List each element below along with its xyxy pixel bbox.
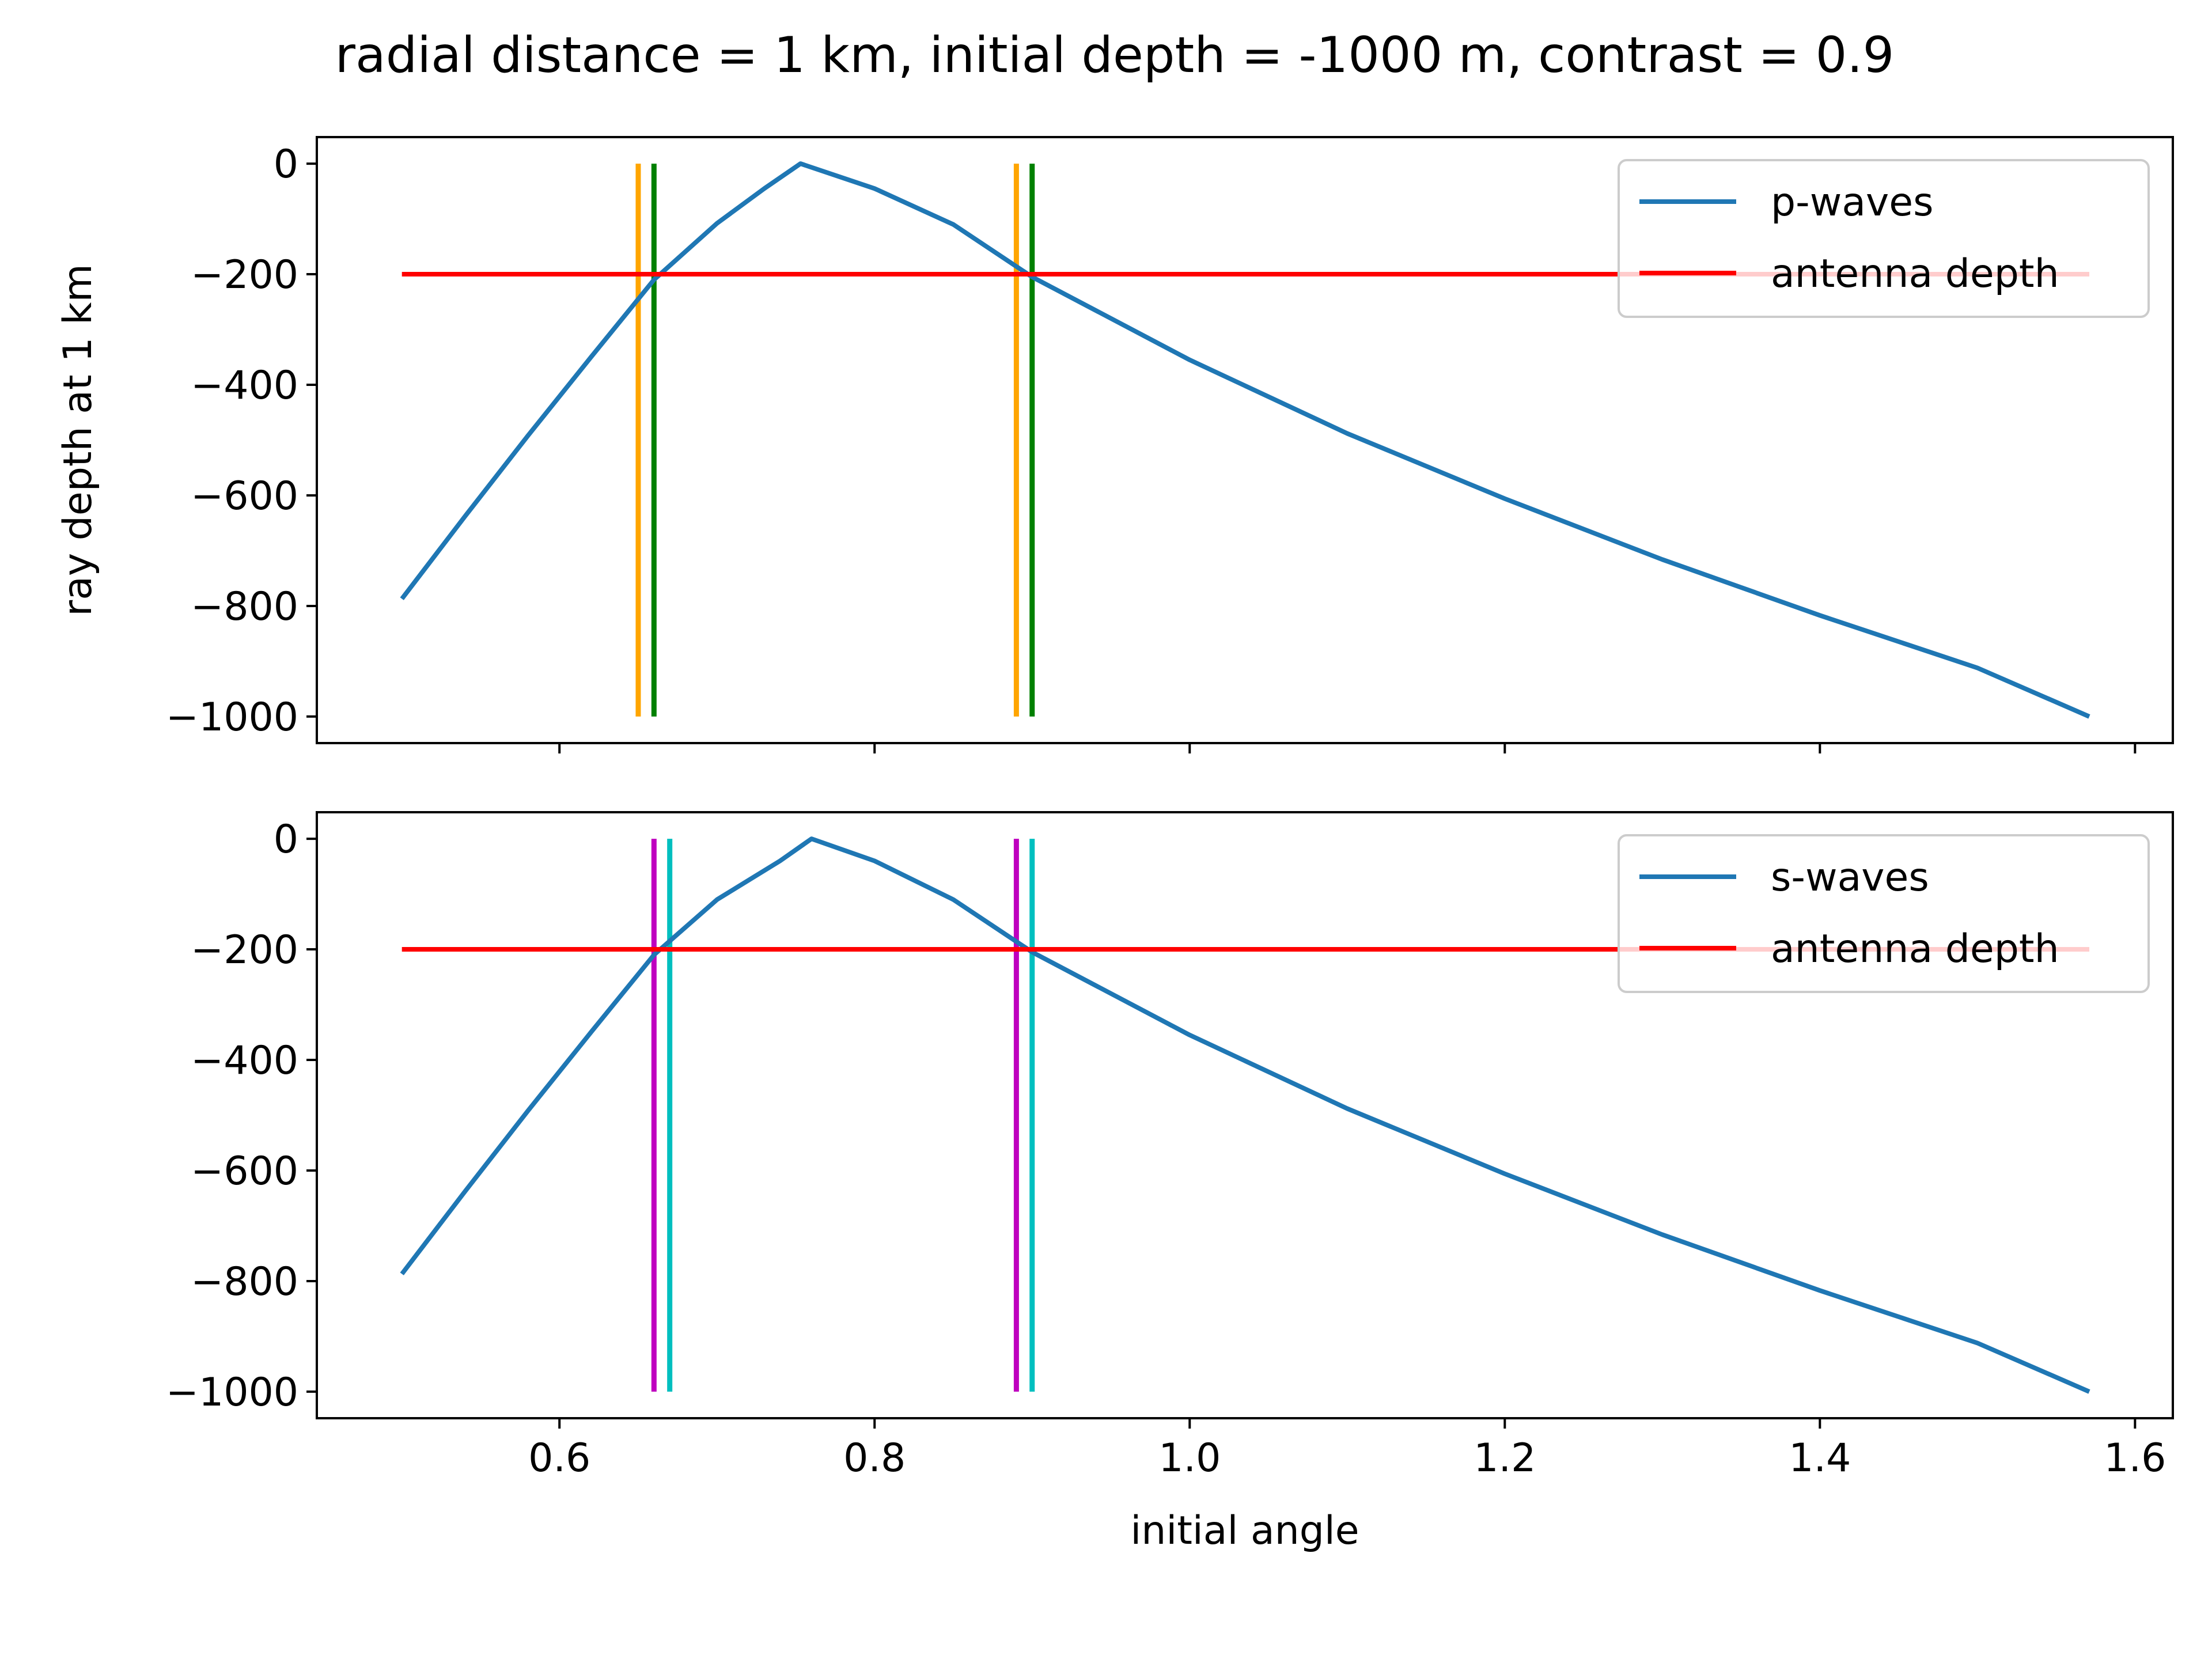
x-tick-label: 1.0 xyxy=(1158,1435,1221,1481)
x-tick-label: 1.4 xyxy=(1789,1435,1851,1481)
y-axis-label: ray depth at 1 km xyxy=(55,264,101,616)
legend-label: s-waves xyxy=(1771,855,1929,900)
y-tick-label: −200 xyxy=(191,252,298,298)
legend-box xyxy=(1618,159,2150,318)
x-tick-label: 1.6 xyxy=(2104,1435,2166,1481)
y-tick-label: −200 xyxy=(191,927,298,973)
y-tick-label: −800 xyxy=(191,584,298,630)
x-tick-label: 1.2 xyxy=(1474,1435,1536,1481)
panel-s-waves: 0 −200 −400 −600 −800 −1000 0.6 0.8 1.0 1.2 1.4 1.6… xyxy=(166,811,2174,1554)
series-line-s-waves xyxy=(400,836,2090,1394)
axes-frame xyxy=(316,136,2174,744)
y-tick-label: −800 xyxy=(191,1259,298,1305)
series-line-p-waves xyxy=(400,161,2090,719)
y-tick-label: −1000 xyxy=(166,1370,298,1415)
y-tick-label: −1000 xyxy=(166,695,298,740)
legend-label: antenna depth xyxy=(1771,251,2059,297)
y-tick-label: −600 xyxy=(191,474,298,519)
legend-label: antenna depth xyxy=(1771,926,2059,972)
figure-title: radial distance = 1 km, initial depth = … xyxy=(335,26,1895,84)
y-tick-label: 0 xyxy=(274,817,298,862)
y-tick-label: −600 xyxy=(191,1149,298,1194)
x-tick-label: 0.8 xyxy=(843,1435,906,1481)
x-axis-label: initial angle xyxy=(1130,1508,1359,1554)
y-tick-label: 0 xyxy=(274,142,298,187)
axes-frame xyxy=(316,811,2174,1419)
x-tick-label: 0.6 xyxy=(528,1435,590,1481)
legend-label: p-waves xyxy=(1771,180,1934,225)
y-tick-label: −400 xyxy=(191,1038,298,1084)
legend-box xyxy=(1618,834,2150,993)
y-tick-label: −400 xyxy=(191,363,298,408)
panel-p-waves: 0 −200 −400 −600 −800 −1000 ray depth at 1 km p… xyxy=(55,136,2174,753)
